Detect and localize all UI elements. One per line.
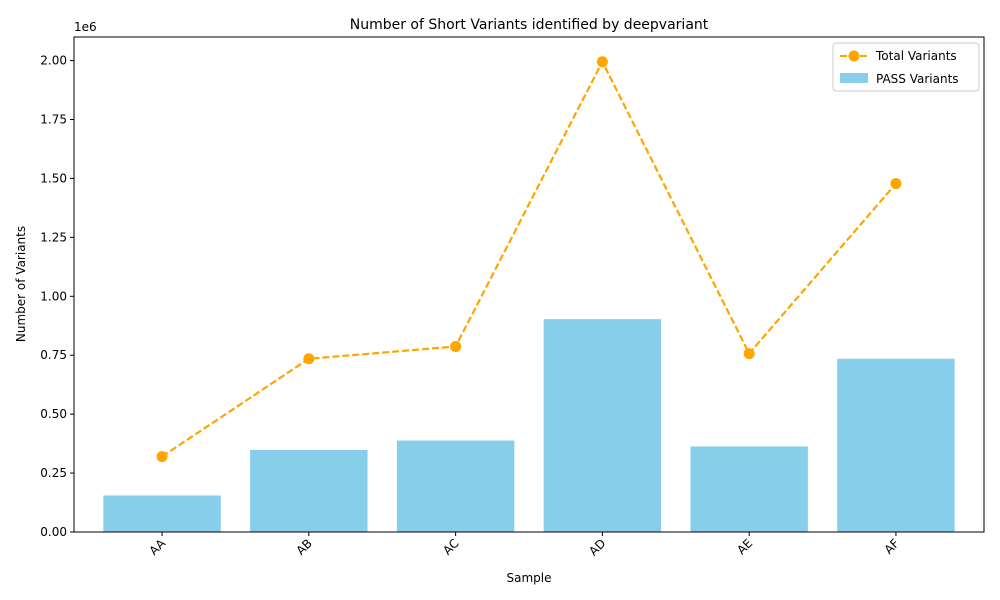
legend-marker-swatch bbox=[848, 50, 860, 62]
total-variants-point-aa bbox=[156, 451, 168, 463]
bars-layer bbox=[103, 319, 955, 532]
y-axis: 0.00 0.25 0.50 0.75 1.00 1.25 1.50 1.75 2.00 bbox=[40, 54, 74, 539]
y-tick-label: 2.00 bbox=[40, 54, 67, 68]
line-layer bbox=[156, 56, 902, 463]
y-axis-label: Number of Variants bbox=[14, 226, 28, 342]
legend: Total Variants PASS Variants bbox=[832, 42, 980, 92]
plot-frame bbox=[73, 36, 985, 533]
y-tick-label: 1.00 bbox=[40, 289, 67, 303]
legend-label-pass-variants: PASS Variants bbox=[876, 72, 959, 86]
legend-frame bbox=[832, 42, 980, 92]
bar-af bbox=[837, 358, 955, 532]
total-variants-point-af bbox=[890, 178, 902, 190]
chart-title: Number of Short Variants identified by d… bbox=[350, 17, 709, 33]
y-tick-label: 0.25 bbox=[40, 466, 67, 480]
total-variants-point-ae bbox=[743, 348, 755, 360]
y-tick-label: 0.75 bbox=[40, 348, 67, 362]
total-variants-point-ad bbox=[596, 56, 608, 68]
y-tick-label: 0.00 bbox=[40, 525, 67, 539]
bar-ad bbox=[543, 319, 662, 532]
y-tick-label: 1.50 bbox=[40, 171, 67, 185]
x-axis-label: Sample bbox=[507, 571, 552, 585]
total-variants-line bbox=[161, 59, 897, 458]
y-offset-label: 1e6 bbox=[74, 20, 97, 34]
bar-aa bbox=[103, 495, 221, 532]
bar-ac bbox=[396, 440, 515, 532]
y-tick-label: 1.25 bbox=[40, 230, 67, 244]
y-tick-label: 1.75 bbox=[40, 113, 67, 127]
bar-ab bbox=[250, 449, 368, 532]
legend-label-total-variants: Total Variants bbox=[875, 49, 957, 63]
total-variants-point-ac bbox=[450, 340, 462, 352]
legend-bar-swatch bbox=[840, 73, 868, 83]
y-tick-label: 0.50 bbox=[40, 407, 67, 421]
total-variants-point-ab bbox=[303, 353, 315, 365]
bar-ae bbox=[690, 446, 808, 532]
